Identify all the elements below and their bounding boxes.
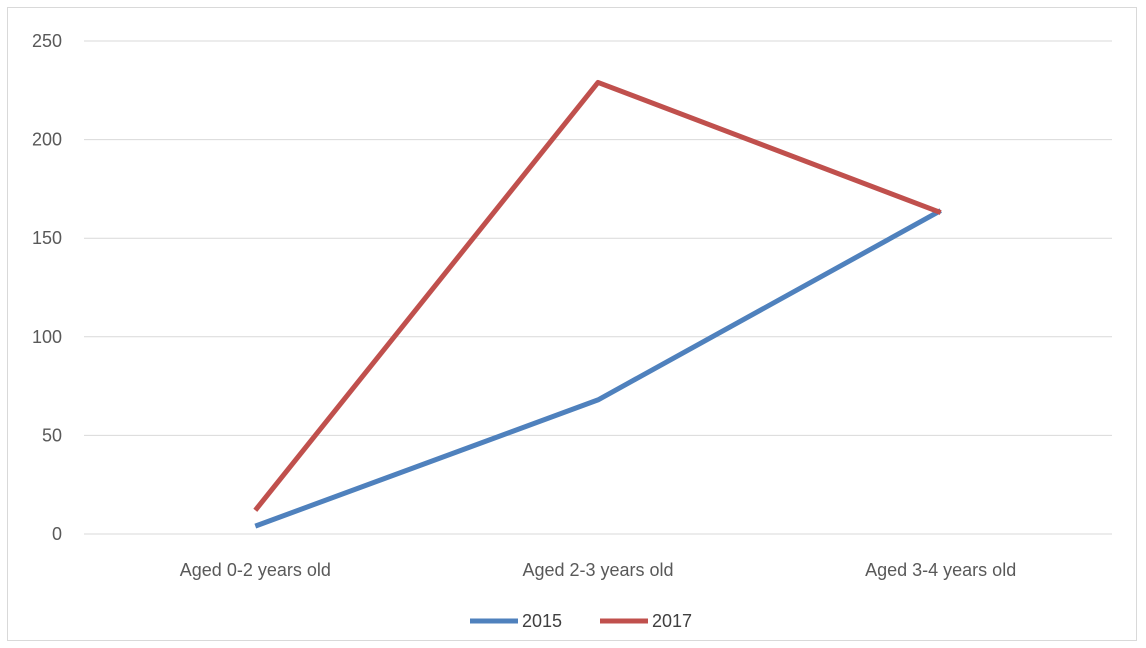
y-axis: 0 50 100 150 200 250: [32, 31, 62, 544]
x-axis: Aged 0-2 years old Aged 2-3 years old Aged…: [180, 560, 1016, 580]
y-tick-label: 150: [32, 228, 62, 248]
x-tick-label: Aged 2-3 years old: [522, 560, 673, 580]
y-tick-label: 250: [32, 31, 62, 51]
x-tick-label: Aged 0-2 years old: [180, 560, 331, 580]
plot-area: [253, 79, 942, 529]
series-line-2017: [253, 79, 942, 512]
legend: 2015 2017: [470, 611, 692, 631]
x-tick-label: Aged 3-4 years old: [865, 560, 1016, 580]
y-tick-label: 50: [42, 425, 62, 445]
series-line-2015: [254, 208, 942, 529]
y-tick-label: 0: [52, 524, 62, 544]
legend-label-2017: 2017: [652, 611, 692, 631]
y-tick-label: 100: [32, 327, 62, 347]
y-tick-label: 200: [32, 130, 62, 150]
gridlines: [84, 40, 1112, 535]
legend-label-2015: 2015: [522, 611, 562, 631]
